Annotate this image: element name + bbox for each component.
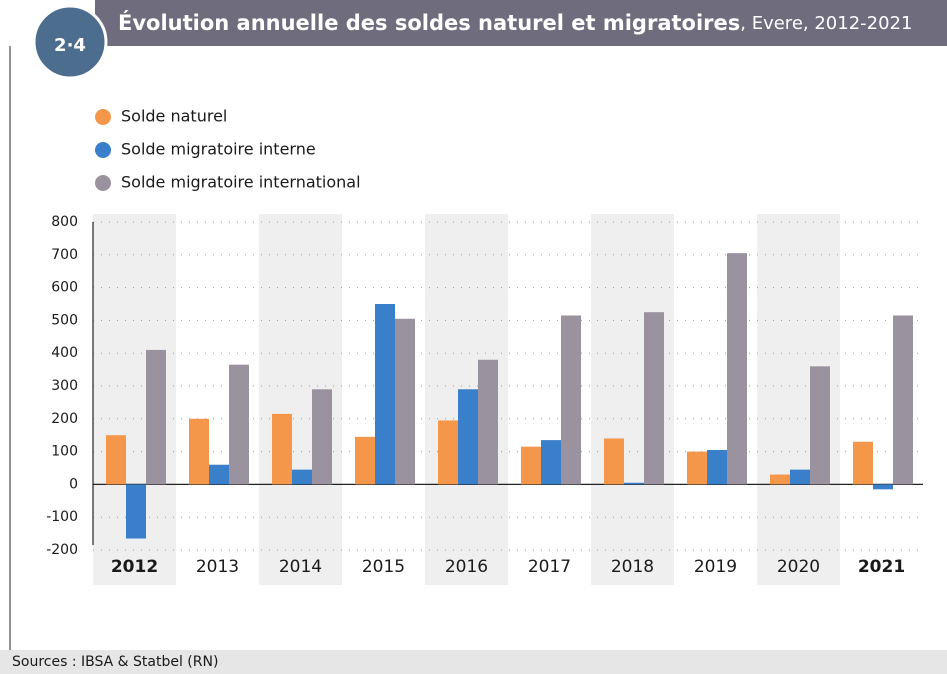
bar (209, 464, 229, 485)
y-tick-label: 600 (51, 280, 78, 296)
bar (707, 449, 727, 485)
y-tick-label: 200 (51, 411, 78, 427)
source: Sources : IBSA & Statbel (RN) (12, 654, 218, 670)
legend-swatch (95, 109, 111, 125)
y-tick-label: 800 (51, 214, 78, 230)
bar (355, 436, 375, 485)
bar (106, 435, 126, 485)
bar (604, 438, 624, 485)
x-tick-label: 2013 (196, 557, 239, 577)
bar (312, 389, 332, 485)
footer-bar (0, 650, 947, 674)
bar (478, 359, 498, 485)
plot: Solde naturel Solde migratoire interne Sol… (46, 107, 923, 585)
legend-label: Solde migratoire interne (121, 140, 316, 159)
title-main: Évolution annuelle des soldes naturel et… (118, 10, 740, 35)
bar (438, 420, 458, 485)
bar (375, 304, 395, 485)
bar (395, 318, 415, 485)
bar (521, 446, 541, 485)
y-tick-label: 400 (51, 345, 78, 361)
bar (272, 413, 292, 485)
x-tick-label: 2015 (362, 557, 405, 577)
x-tick-label: 2021 (858, 557, 905, 577)
header-bar (95, 0, 947, 46)
bar (770, 474, 790, 485)
badge (32, 4, 108, 80)
bar (624, 482, 644, 485)
x-tick-label: 2012 (111, 557, 158, 577)
bar (644, 312, 664, 485)
bar (229, 364, 249, 485)
y-tick-label: -100 (46, 509, 78, 525)
x-tick-label: 2019 (694, 557, 737, 577)
badge-text: 2·4 (54, 35, 86, 56)
y-tick-label: 700 (51, 247, 78, 263)
bar (541, 440, 561, 485)
x-tick-label: 2020 (777, 557, 820, 577)
y-tick-label: 300 (51, 378, 78, 394)
legend-swatch (95, 142, 111, 158)
bar (146, 349, 166, 485)
bar (189, 418, 209, 485)
bar (727, 253, 747, 485)
bar (853, 441, 873, 485)
bar (810, 366, 830, 485)
x-tick-label: 2018 (611, 557, 654, 577)
bar (561, 315, 581, 485)
bar (893, 315, 913, 485)
y-tick-label: 500 (51, 312, 78, 328)
y-tick-label: 0 (69, 476, 78, 492)
bar (292, 469, 312, 485)
legend-label: Solde naturel (121, 107, 227, 126)
bar (873, 484, 893, 490)
legend-swatch (95, 175, 111, 191)
x-tick-label: 2014 (279, 557, 322, 577)
bar (126, 484, 146, 539)
x-tick-label: 2017 (528, 557, 571, 577)
legend-label: Solde migratoire international (121, 173, 361, 192)
x-tick-label: 2016 (445, 557, 488, 577)
title-sub: , Evere, 2012-2021 (740, 13, 912, 34)
y-tick-label: -200 (46, 542, 78, 558)
chart-title: Évolution annuelle des soldes naturel et… (118, 10, 912, 35)
bar (458, 389, 478, 485)
bar (687, 451, 707, 485)
bar (790, 469, 810, 485)
y-tick-label: 100 (51, 444, 78, 460)
